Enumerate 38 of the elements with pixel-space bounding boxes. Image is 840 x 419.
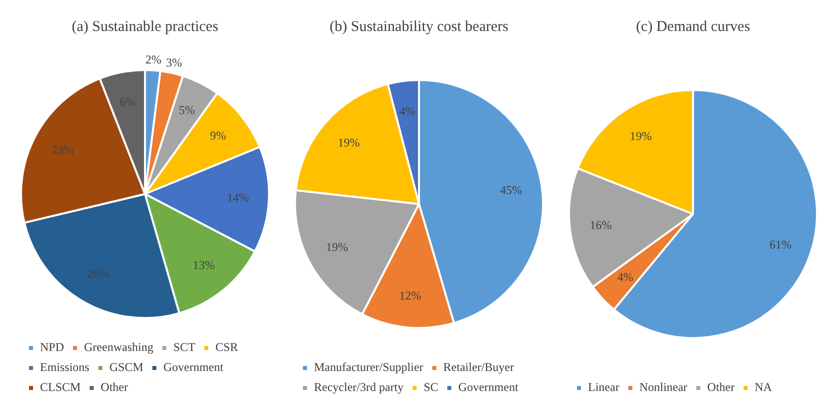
chart-title: (c) Demand curves	[636, 18, 750, 35]
data-label: 9%	[210, 128, 226, 142]
data-label: 19%	[630, 129, 652, 144]
data-label: 19%	[338, 135, 360, 150]
legend-label: Other	[100, 380, 128, 394]
legend-label: Linear	[588, 380, 620, 394]
data-label: 12%	[399, 288, 422, 303]
data-label: 61%	[770, 238, 792, 252]
data-label: 4%	[399, 104, 416, 118]
data-label: 5%	[178, 103, 195, 118]
legend-label: SC	[424, 380, 438, 394]
data-label: 19%	[326, 240, 348, 254]
chart-title: (b) Sustainability cost bearers	[330, 18, 509, 35]
legend-label: Emissions	[40, 360, 90, 374]
legend-label: CSR	[215, 340, 238, 354]
data-label: 14%	[226, 190, 249, 204]
data-label: 16%	[590, 218, 612, 232]
legend-label: NA	[754, 380, 772, 394]
legend-label: GSCM	[109, 360, 144, 374]
legend-label: CLSCM	[40, 380, 82, 394]
data-label: 23%	[52, 143, 74, 158]
legend-label: Manufacturer/Supplier	[314, 360, 424, 374]
legend-label: Greenwashing	[84, 340, 154, 354]
legend-label: Retailer/Buyer	[443, 360, 514, 374]
data-label: 13%	[192, 258, 215, 272]
data-label: 3%	[166, 55, 182, 70]
data-label: 4%	[617, 270, 634, 284]
legend-label: Nonlinear	[639, 380, 688, 394]
chart-title: (a) Sustainable practices	[72, 18, 218, 35]
legend-label: Other	[707, 380, 735, 394]
legend-label: NPD	[40, 340, 64, 354]
legend-label: Government	[163, 360, 224, 374]
legend-label: Government	[458, 380, 519, 394]
data-label: 26%	[87, 266, 110, 280]
data-label: 2%	[145, 52, 162, 66]
legend-label: Recycler/3rd party	[314, 380, 404, 394]
legend-label: SCT	[173, 340, 196, 354]
data-label: 45%	[500, 182, 522, 197]
